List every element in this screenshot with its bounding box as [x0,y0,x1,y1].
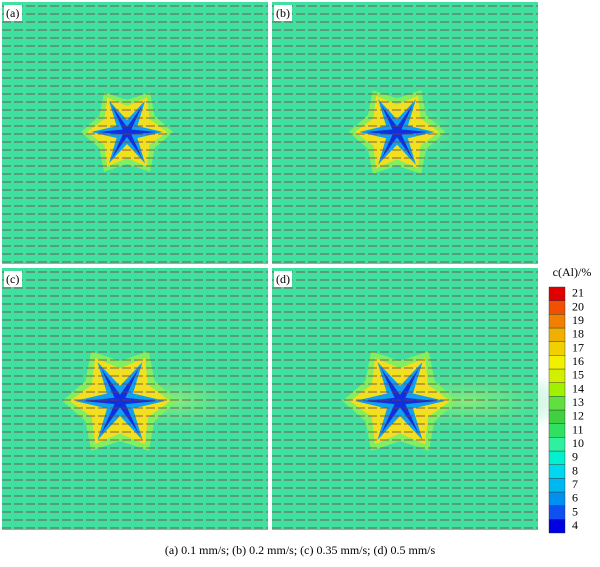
panel: (a) [2,2,268,264]
colorbar-tick-label: 7 [572,477,578,491]
colorbar-title: c(Al)/% [553,265,592,279]
colorbar-swatch [548,368,566,383]
colorbar-tick-label: 20 [572,299,584,313]
colorbar-swatch [548,341,566,356]
colorbar-tick-label: 8 [572,463,578,477]
colorbar-tick-label: 19 [572,313,584,327]
colorbar-swatch [548,478,566,493]
label-box [274,271,292,287]
colorbar-tick-label: 6 [572,491,578,505]
colorbar-swatch [548,300,566,315]
colorbar-tick-label: 18 [572,327,584,341]
colorbar-tick-label: 11 [572,422,584,436]
flow-vectors [2,2,268,264]
panel-label: (b) [276,6,290,20]
colorbar-swatch [548,409,566,424]
label-box [4,271,22,287]
colorbar-tick-label: 5 [572,504,578,518]
colorbar-swatch [548,491,566,506]
colorbar-tick-label: 17 [572,340,584,354]
colorbar-swatch [548,450,566,465]
flow-vectors [2,268,268,530]
colorbar-swatch [548,505,566,520]
colorbar-swatch [548,355,566,370]
panel-label: (c) [6,272,19,286]
colorbar-swatch [548,382,566,397]
colorbar-swatch [548,464,566,479]
panel-label: (d) [276,272,290,286]
colorbar-tick-label: 21 [572,286,584,300]
colorbar-swatch [548,286,566,301]
colorbar-swatch [548,519,566,534]
panel: (b) [272,2,538,264]
colorbar-swatch [548,396,566,411]
colorbar-tick-label: 4 [572,518,578,532]
colorbar-swatch [548,314,566,329]
flow-vectors [272,268,538,530]
colorbar-tick-label: 9 [572,450,578,464]
colorbar-tick-label: 12 [572,409,584,423]
colorbar-swatch [548,437,566,452]
colorbar-tick-label: 16 [572,354,584,368]
label-box [274,5,292,21]
caption: (a) 0.1 mm/s; (b) 0.2 mm/s; (c) 0.35 mm/… [165,543,436,557]
colorbar-swatch [548,423,566,438]
colorbar-tick-label: 13 [572,395,584,409]
flow-vectors [272,2,538,264]
panel: (d) [272,268,576,530]
colorbar-tick-label: 15 [572,368,584,382]
colorbar-tick-label: 14 [572,381,584,395]
label-box [4,5,22,21]
colorbar-tick-label: 10 [572,436,584,450]
panel-label: (a) [6,6,19,20]
panel: (c) [2,268,268,530]
colorbar-swatch [548,327,566,342]
